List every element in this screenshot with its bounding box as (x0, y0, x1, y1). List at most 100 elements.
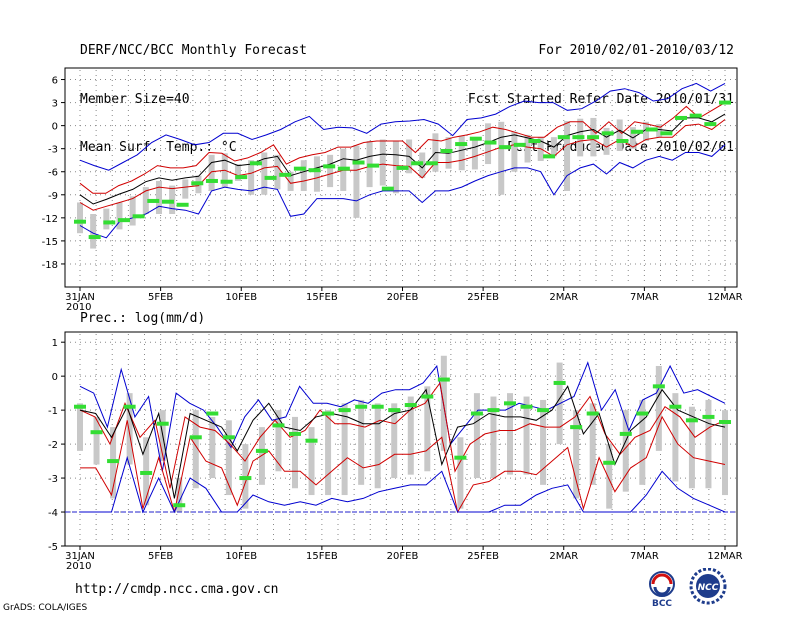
panel2-y-tick-label: 1 (52, 338, 58, 349)
chart-title: DERF/NCC/BCC Monthly Forecast (80, 43, 307, 58)
panel1-series-p-low-line (79, 119, 726, 211)
panel1-mean-marker (484, 140, 497, 145)
panel2-x-year-label: 2010 (66, 561, 91, 572)
panel2-series-median-line (79, 385, 726, 499)
panel1-mean-marker (381, 186, 394, 191)
panel2-mean-marker (371, 404, 384, 409)
panel1-spread-bar (379, 139, 386, 186)
panel2-x-tick-label: 12MAR (707, 551, 742, 562)
panel2-mean-marker (454, 455, 467, 460)
panel1-x-tick-label: 10FEB (225, 292, 257, 303)
panel1-spread-bar (392, 141, 399, 194)
panel1-spread-bar (564, 121, 571, 191)
panel2-mean-marker (421, 394, 434, 399)
panel2-mean-marker (305, 438, 318, 443)
panel2-mean-marker (74, 404, 86, 409)
panel1-spread-bar (248, 160, 255, 195)
panel1-mean-marker (645, 127, 658, 132)
panel1-mean-marker (220, 179, 233, 184)
panel1-mean-marker (367, 163, 380, 168)
website-url[interactable]: http://cmdp.ncc.cma.gov.cn (75, 582, 279, 597)
panel2-spread-bar (292, 416, 298, 489)
panel2-mean-marker (470, 411, 483, 416)
panel2-x-tick-label: 5FEB (148, 551, 173, 562)
panel2-mean-marker (388, 408, 401, 413)
grads-credit: GrADS: COLA/IGES (3, 603, 88, 613)
panel2-spread-bar (176, 478, 183, 513)
panel1-mean-marker (513, 142, 526, 147)
panel1-y-tick-label: -3 (48, 145, 58, 156)
panel2-spread-bar (606, 444, 613, 509)
panel2-mean-marker (603, 460, 616, 465)
panel1-spread-bar (103, 208, 110, 230)
panel2-mean-marker (107, 459, 120, 464)
panel1-spread-bar (142, 187, 149, 214)
panel2-series-max-line (79, 361, 726, 472)
panel1-spread-bar (234, 164, 241, 181)
panel1-frame (64, 67, 738, 288)
panel1-spread-bar (182, 179, 189, 199)
panel1-mean-marker (88, 235, 101, 240)
panel1-mean-marker (572, 135, 585, 140)
panel2-spread-bar (639, 399, 646, 485)
panel2-spread-bar (275, 410, 282, 472)
panel2-y-tick-label: -2 (48, 440, 58, 451)
panel1-mean-marker (499, 145, 512, 150)
panel2-y-tick-label: -3 (48, 474, 58, 485)
panel2-mean-marker (90, 430, 103, 435)
panel2-spread-bar (225, 420, 232, 496)
panel2-mean-marker (338, 408, 351, 413)
panel1-spread-bar (498, 121, 505, 195)
panel1-mean-marker (103, 220, 116, 225)
panel1-x-tick-label: 12MAR (707, 292, 742, 303)
panel2-mean-marker (123, 404, 136, 409)
panel2-frame (64, 331, 738, 547)
panel2-x-tick-label: 15FEB (306, 551, 338, 562)
panel1-spread-bar (603, 127, 610, 155)
panel1-mean-marker (337, 166, 350, 171)
logos: BCC NCC (649, 568, 727, 608)
panel1-spread-bar (129, 196, 136, 226)
panel1-spread-bar (656, 124, 663, 138)
panel2-mean-marker (537, 408, 550, 413)
panel1-mean-marker (587, 135, 600, 140)
panel2-spread-bar (93, 416, 100, 465)
panel2-mean-marker (322, 411, 335, 416)
panel2-spread-bar (77, 403, 83, 451)
panel2-mean-marker (189, 435, 202, 440)
panel1-y-tick-label: 3 (52, 99, 58, 110)
panel1-mean-marker (74, 219, 86, 224)
panel1-x-tick-label: 31JAN (65, 292, 95, 303)
panel2-spread-bar (473, 393, 480, 479)
panel2-spread-bar (540, 399, 547, 485)
panel2-x-tick-label: 7MAR (630, 551, 659, 562)
panel1-mean-marker (616, 139, 629, 143)
panel2-mean-marker (222, 435, 235, 440)
panel1-spread-bar (261, 152, 268, 195)
bcc-logo-text: BCC (652, 599, 672, 608)
panel2-series-p-low-line (80, 415, 726, 514)
panel1-spread-bar (327, 154, 334, 188)
panel1-x-tick-label: 2MAR (549, 292, 578, 303)
panel2-spread-bar (622, 410, 629, 492)
panel2-spread-bar (457, 437, 464, 509)
panel2-spread-bar (722, 410, 728, 496)
panel1-mean-marker (293, 166, 306, 171)
variable-label-precip: Prec.: log(mm/d) (80, 311, 206, 326)
panel2-mean-marker (239, 476, 252, 481)
panel1-mean-marker (191, 181, 204, 186)
panel1-mean-marker (161, 199, 174, 204)
panel2-spread-bar (391, 403, 398, 479)
panel1-spread-bar (287, 171, 294, 191)
panel1-series-median-line (79, 113, 726, 205)
panel2-mean-marker (586, 411, 599, 416)
panel2-x-tick-label: 20FEB (387, 551, 419, 562)
panel2-mean-marker (702, 414, 715, 419)
panel2-mean-marker (553, 380, 566, 385)
panel1-series-max-line (79, 82, 726, 171)
panel2-mean-marker (685, 418, 698, 423)
panel2-spread-bar (308, 427, 315, 496)
panel2-mean-marker (140, 470, 153, 475)
panel1-x-tick-label: 20FEB (387, 292, 419, 303)
